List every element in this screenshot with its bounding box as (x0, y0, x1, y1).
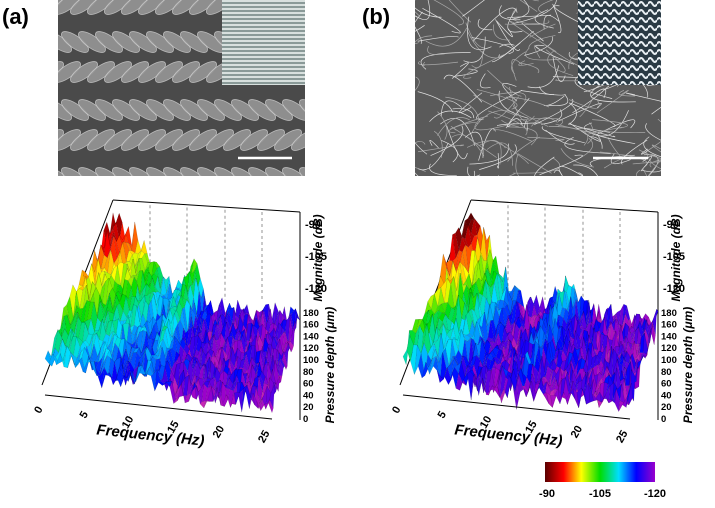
y-tick-label: 180 (661, 308, 677, 319)
inset-image (222, 0, 305, 85)
sem-texture (579, 180, 621, 186)
y-tick-label: 120 (661, 343, 677, 354)
y-tick-label: 120 (303, 343, 319, 354)
sem-texture (487, 177, 529, 184)
sem-texture (382, 0, 411, 3)
sem-texture (662, 137, 683, 162)
sem-texture (385, 58, 405, 87)
y-tick-label: 0 (303, 414, 308, 425)
plot-frame (471, 200, 658, 212)
colorbar-label: -90 (539, 488, 555, 500)
z-axis-title: Magnitude (dB) (311, 214, 325, 301)
sem-texture (626, 185, 658, 208)
x-tick-label: 5 (436, 409, 449, 420)
sem-texture (666, 0, 705, 21)
sem-texture (385, 42, 419, 47)
y-tick-label: 40 (661, 390, 672, 401)
x-axis-title: Frequency (Hz) (454, 421, 564, 449)
plot-frame (113, 200, 300, 212)
colorbar-label: -105 (589, 488, 611, 500)
sem-texture (378, 92, 414, 119)
y-axis-title: Pressure depth (μm) (681, 307, 695, 424)
y-tick-label: 100 (661, 355, 677, 366)
y-tick-label: 20 (661, 402, 672, 413)
y-tick-label: 140 (661, 331, 677, 342)
colorbar-label: -120 (644, 488, 666, 500)
y-tick-label: 80 (303, 367, 314, 378)
y-tick-label: 40 (303, 390, 314, 401)
sem-texture (365, 33, 408, 59)
x-tick-label: 5 (78, 409, 91, 420)
sem-texture (658, 119, 690, 134)
sem-texture (478, 180, 505, 208)
x-tick-label: 25 (614, 429, 631, 446)
x-tick-label: 25 (256, 429, 273, 446)
sem-texture (644, 177, 689, 199)
x-tick-label: 20 (569, 424, 586, 441)
x-axis-title: Frequency (Hz) (96, 421, 206, 449)
sem-texture (564, 181, 608, 190)
sem-texture (577, 177, 598, 190)
sem-texture (376, 138, 410, 151)
y-tick-label: 20 (303, 402, 314, 413)
y-tick-label: 100 (303, 355, 319, 366)
x-tick-label: 20 (211, 424, 228, 441)
y-tick-label: 0 (661, 414, 666, 425)
sem-texture (664, 67, 677, 76)
panel-label: (a) (2, 4, 29, 29)
x-tick-label: 0 (32, 405, 45, 416)
panel-label: (b) (362, 4, 390, 29)
z-axis-title: Magnitude (dB) (669, 214, 683, 301)
colorbar (545, 462, 655, 482)
y-tick-label: 180 (303, 308, 319, 319)
y-tick-label: 160 (303, 320, 319, 331)
x-tick-label: 0 (390, 405, 403, 416)
sem-texture (665, 29, 681, 55)
sem-texture (598, 180, 616, 190)
y-tick-label: 60 (661, 379, 672, 390)
inset-image (578, 0, 661, 85)
sem-texture (397, 74, 413, 81)
y-axis-title: Pressure depth (μm) (323, 307, 337, 424)
y-tick-label: 160 (661, 320, 677, 331)
sem-texture (397, 110, 405, 121)
sem-texture (375, 88, 406, 90)
y-tick-label: 140 (303, 331, 319, 342)
y-tick-label: 80 (661, 367, 672, 378)
y-tick-label: 60 (303, 379, 314, 390)
sem-texture (408, 180, 446, 208)
sem-texture (296, 164, 329, 192)
sem-texture (663, 97, 681, 111)
